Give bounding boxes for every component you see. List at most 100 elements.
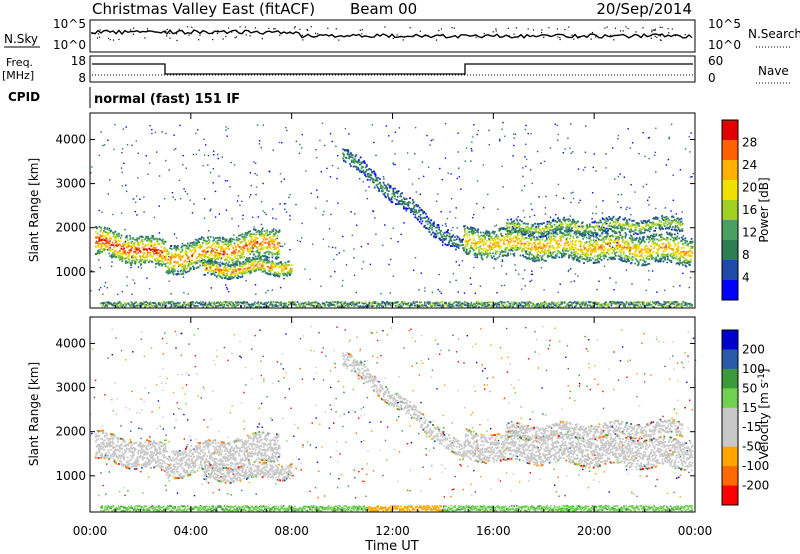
range-cell: [490, 304, 493, 307]
range-cell: [556, 302, 558, 305]
range-cell: [397, 304, 400, 306]
range-cell: [424, 301, 426, 304]
range-cell: [433, 225, 435, 227]
range-cell: [319, 303, 321, 306]
range-cell: [124, 306, 126, 308]
range-cell: [447, 231, 449, 234]
range-cell: [153, 252, 156, 255]
range-cell: [487, 303, 489, 306]
range-cell: [355, 302, 358, 305]
range-cell: [186, 270, 189, 273]
range-cell: [651, 237, 653, 240]
range-cell: [647, 252, 650, 255]
range-cell: [574, 301, 576, 303]
range-cell: [542, 244, 545, 246]
range-cell: [627, 258, 629, 261]
range-cell: [425, 215, 428, 218]
range-cell: [152, 254, 155, 257]
range-cell: [460, 244, 463, 247]
range-cell: [553, 246, 555, 249]
range-cell: [503, 237, 506, 239]
range-cell: [158, 302, 160, 304]
range-cell: [637, 261, 640, 264]
range-cell: [323, 304, 325, 307]
nsearch-dot: [99, 29, 101, 31]
range-cell: [594, 301, 596, 303]
range-cell: [439, 231, 441, 234]
range-cell: [121, 260, 124, 263]
range-cell: [516, 239, 518, 242]
range-cell: [565, 305, 567, 307]
range-cell: [554, 250, 556, 253]
range-cell: [450, 303, 453, 306]
range-cell: [131, 260, 133, 262]
range-cell: [630, 248, 633, 251]
range-cell: [150, 304, 153, 307]
range-cell: [291, 303, 294, 305]
range-cell: [647, 247, 650, 250]
range-cell: [485, 242, 487, 245]
range-cell: [253, 253, 255, 256]
range-cell: [141, 236, 144, 239]
range-cell: [274, 304, 276, 306]
freq-unit-label: [MHz]: [2, 69, 34, 82]
nsearch-dot: [532, 29, 535, 31]
range-cell: [287, 301, 290, 303]
range-cell: [521, 304, 523, 307]
range-cell: [527, 244, 530, 247]
range-cell: [480, 301, 483, 303]
range-cell: [546, 238, 548, 241]
range-cell: [200, 244, 203, 247]
range-cell: [364, 302, 367, 305]
range-cell: [657, 301, 659, 303]
range-cell: [575, 304, 577, 307]
range-cell: [279, 273, 282, 276]
nsearch-dot: [651, 31, 653, 33]
range-cell: [197, 302, 199, 304]
range-cell: [383, 193, 386, 196]
range-cell: [280, 261, 282, 264]
range-cell: [602, 236, 605, 239]
range-cell: [150, 302, 153, 304]
range-cell: [594, 258, 597, 261]
range-cell: [117, 239, 119, 242]
range-cell: [193, 251, 196, 253]
range-cell: [481, 241, 484, 243]
range-cell: [271, 268, 274, 271]
range-cell: [413, 205, 416, 207]
range-cell: [329, 301, 332, 304]
range-cell: [185, 250, 187, 252]
range-cell: [311, 303, 314, 305]
range-cell: [390, 302, 392, 305]
range-cell: [397, 301, 400, 303]
cpid-value: normal (fast) 151 IF: [94, 92, 240, 107]
range-cell: [461, 302, 464, 304]
range-cell: [241, 246, 244, 249]
range-cell: [115, 306, 117, 308]
range-cell: [261, 243, 264, 246]
range-cell: [191, 259, 193, 262]
nsearch-dot: [169, 37, 171, 39]
range-cell: [152, 251, 155, 253]
range-cell: [451, 305, 454, 307]
range-cell: [513, 252, 516, 255]
range-cell: [211, 305, 213, 307]
range-cell: [237, 301, 240, 303]
nsearch-dot: [392, 37, 394, 40]
nsearch-dot: [507, 27, 509, 29]
range-cell: [375, 177, 378, 179]
nsearch-dot: [227, 27, 230, 29]
nsearch-dot: [559, 38, 561, 41]
range-cell: [233, 303, 236, 306]
range-cell: [206, 247, 208, 249]
range-cell: [329, 304, 332, 307]
range-cell: [160, 306, 163, 308]
range-cell: [269, 235, 272, 238]
range-cell: [505, 305, 508, 307]
range-cell: [514, 302, 517, 305]
range-cell: [348, 157, 351, 160]
range-cell: [565, 230, 568, 232]
range-cell: [529, 301, 532, 303]
range-cell: [163, 242, 165, 245]
range-cell: [282, 306, 285, 308]
